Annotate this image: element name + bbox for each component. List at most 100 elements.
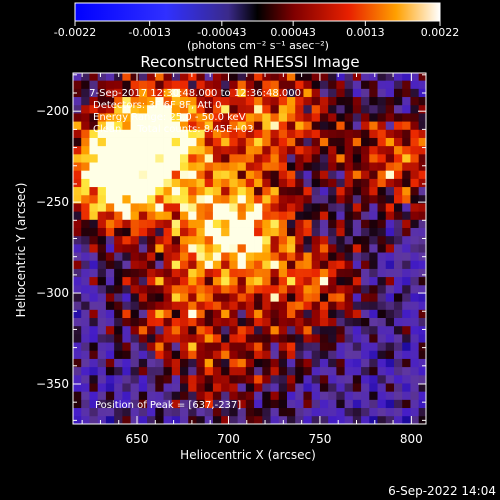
heatmap-cell xyxy=(204,399,214,409)
heatmap-cell xyxy=(278,325,288,335)
heatmap-cell xyxy=(221,293,230,302)
heatmap-cell xyxy=(73,203,82,212)
heatmap-cell xyxy=(402,113,411,122)
heatmap-cell xyxy=(254,178,263,188)
heatmap-cell xyxy=(188,284,197,294)
heatmap-cell xyxy=(212,276,222,286)
heatmap-cell xyxy=(385,383,395,392)
heatmap-cell xyxy=(73,137,82,147)
heatmap-cell xyxy=(311,342,321,351)
heatmap-cell xyxy=(89,203,99,212)
heatmap-cell xyxy=(105,186,115,196)
heatmap-cell xyxy=(319,260,329,269)
heatmap-cell xyxy=(295,293,304,302)
heatmap-cell xyxy=(89,178,99,188)
heatmap-cell xyxy=(361,162,370,171)
heatmap-cell xyxy=(393,325,403,335)
heatmap-cell xyxy=(73,73,82,81)
heatmap-cell xyxy=(105,211,115,220)
heatmap-cell xyxy=(352,203,362,212)
heatmap-cell xyxy=(171,178,181,188)
heatmap-cell xyxy=(319,113,329,122)
heatmap-cell xyxy=(138,235,148,245)
heatmap-cell xyxy=(361,178,370,188)
heatmap-cell xyxy=(122,374,132,384)
heatmap-cell xyxy=(229,333,239,343)
heatmap-cell xyxy=(163,186,173,196)
heatmap-cell xyxy=(393,366,403,376)
heatmap-cell xyxy=(336,88,346,98)
heatmap-cell xyxy=(221,170,230,179)
heatmap-cell xyxy=(262,227,271,237)
heatmap-cell xyxy=(237,301,247,310)
heatmap-cell xyxy=(163,227,173,237)
heatmap-cell xyxy=(97,178,107,188)
heatmap-cell xyxy=(418,121,426,130)
heatmap-cell xyxy=(352,96,362,106)
heatmap-cell xyxy=(319,284,329,294)
heatmap-cell xyxy=(114,129,123,138)
heatmap-cell xyxy=(270,203,280,212)
heatmap-cell xyxy=(188,325,197,335)
heatmap-cell xyxy=(73,88,82,98)
heatmap-cell xyxy=(105,227,115,237)
heatmap-cell xyxy=(237,252,247,261)
heatmap-cell xyxy=(221,219,230,228)
heatmap-cell xyxy=(138,104,148,114)
heatmap-cell xyxy=(352,415,362,424)
heatmap-cell xyxy=(311,260,321,269)
heatmap-cell xyxy=(122,170,132,179)
heatmap-cell xyxy=(410,391,420,400)
heatmap-cell xyxy=(196,170,206,179)
heatmap-cell xyxy=(155,96,164,106)
heatmap-cell xyxy=(171,113,181,122)
heatmap-cell xyxy=(204,121,214,130)
heatmap-cell xyxy=(114,309,123,318)
heatmap-cell xyxy=(97,342,107,351)
heatmap-cell xyxy=(361,243,370,253)
colorbar-tick-label: -0.00043 xyxy=(197,26,246,39)
heatmap-cell xyxy=(385,342,395,351)
heatmap-cell xyxy=(344,211,354,220)
heatmap-cell xyxy=(361,383,370,392)
heatmap-cell xyxy=(393,170,403,179)
heatmap-cell xyxy=(393,243,403,253)
heatmap-cell xyxy=(418,301,426,310)
heatmap-cell xyxy=(89,276,99,286)
heatmap-cell xyxy=(369,268,378,278)
heatmap-cell xyxy=(377,415,387,424)
heatmap-cell xyxy=(122,358,132,368)
y-axis-label: Heliocentric Y (arcsec) xyxy=(14,183,28,318)
heatmap-cell xyxy=(73,407,82,417)
heatmap-cell xyxy=(245,104,255,114)
heatmap-cell xyxy=(377,358,387,368)
heatmap-cell xyxy=(402,407,411,417)
heatmap-cell xyxy=(361,73,370,81)
heatmap-cell xyxy=(163,333,173,343)
heatmap-cell xyxy=(270,333,280,343)
heatmap-cell xyxy=(303,268,313,278)
heatmap-cell xyxy=(410,366,420,376)
heatmap-cell xyxy=(114,170,123,179)
heatmap-cell xyxy=(196,342,206,351)
heatmap-cell xyxy=(303,399,313,409)
heatmap-cell xyxy=(402,227,411,237)
heatmap-cell xyxy=(171,219,181,228)
heatmap-cell xyxy=(122,227,132,237)
heatmap-cell xyxy=(212,227,222,237)
heatmap-cell xyxy=(89,260,99,269)
heatmap-cell xyxy=(130,211,140,220)
heatmap-cell xyxy=(336,268,346,278)
heatmap-cell xyxy=(410,170,420,179)
heatmap-cell xyxy=(180,268,189,278)
heatmap-cell xyxy=(402,284,411,294)
heatmap-cell xyxy=(188,383,197,392)
heatmap-cell xyxy=(286,227,296,237)
heatmap-cell xyxy=(147,137,156,147)
heatmap-cell xyxy=(89,235,99,245)
heatmap-cell xyxy=(286,235,296,245)
heatmap-cell xyxy=(278,374,288,384)
heatmap-cell xyxy=(245,80,255,89)
heatmap-cell xyxy=(130,260,140,269)
heatmap-cell xyxy=(311,219,321,228)
